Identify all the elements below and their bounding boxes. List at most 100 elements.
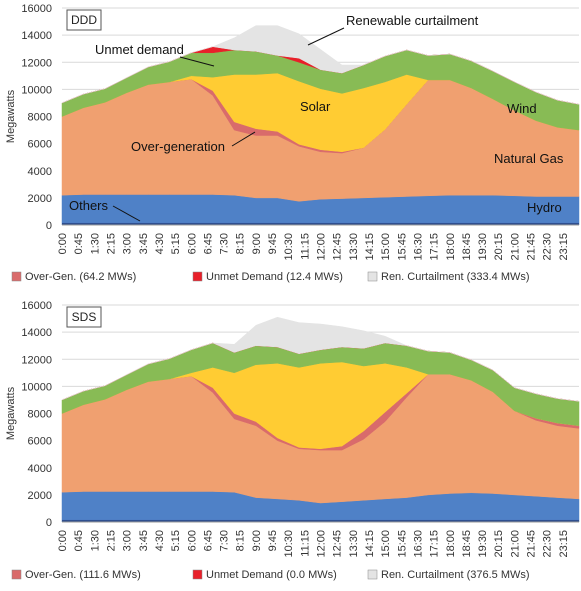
legend-swatch bbox=[367, 569, 378, 580]
x-tick-label: 6:45 bbox=[202, 233, 214, 254]
x-tick-label: 0:45 bbox=[73, 233, 85, 254]
x-tick-label: 21:00 bbox=[509, 233, 521, 261]
y-tick-label: 2000 bbox=[28, 193, 52, 205]
x-tick-label: 12:45 bbox=[332, 530, 344, 558]
legend-swatch bbox=[367, 271, 378, 282]
x-tick-label: 3:00 bbox=[122, 233, 134, 254]
chart-panel-ddd: 0 2000 4000 6000 8000 10000 12000 14000 16000 0:0… bbox=[5, 3, 580, 283]
x-tick-label: 15:00 bbox=[380, 530, 392, 558]
y-tick-label: 2000 bbox=[28, 490, 52, 502]
x-tick-label: 14:15 bbox=[364, 530, 376, 558]
chart-panel-sds: 0 2000 4000 6000 8000 10000 12000 14000 16000 0:0… bbox=[5, 300, 580, 581]
x-tick-label: 18:00 bbox=[445, 233, 457, 261]
x-tick-label: 16:30 bbox=[412, 530, 424, 558]
leader-over-generation bbox=[231, 131, 256, 147]
x-tick-label: 13:30 bbox=[348, 233, 360, 261]
x-tick-label: 17:15 bbox=[429, 530, 441, 558]
x-tick-label: 1:30 bbox=[89, 530, 101, 551]
x-tick-label: 18:45 bbox=[461, 530, 473, 558]
x-tick-label: 19:30 bbox=[477, 233, 489, 261]
panel-title: SDS bbox=[66, 306, 102, 328]
y-tick-label: 16000 bbox=[21, 3, 52, 15]
x-tick-label: 15:45 bbox=[396, 530, 408, 558]
y-tick-label: 8000 bbox=[28, 112, 52, 124]
x-tick-label: 1:30 bbox=[89, 233, 101, 254]
label-unmet-demand: Unmet demand bbox=[95, 42, 184, 57]
x-tick-label: 8:15 bbox=[235, 233, 247, 254]
x-tick-label: 5:15 bbox=[170, 233, 182, 254]
y-tick-label: 14000 bbox=[21, 327, 52, 339]
y-tick-label: 12000 bbox=[21, 57, 52, 69]
y-tick-label: 10000 bbox=[21, 381, 52, 393]
x-tick-label: 4:30 bbox=[154, 530, 166, 551]
legend-swatch bbox=[11, 271, 22, 282]
x-tick-label: 11:15 bbox=[299, 530, 311, 557]
x-tick-label: 6:00 bbox=[186, 530, 198, 551]
legend-label: Ren. Curtailment (333.4 MWs) bbox=[381, 271, 530, 283]
x-tick-label: 15:45 bbox=[396, 233, 408, 261]
legend-item-over-gen: Over-Gen. (64.2 MWs) bbox=[11, 271, 136, 283]
x-tick-label: 8:15 bbox=[235, 530, 247, 551]
x-tick-label: 4:30 bbox=[154, 233, 166, 254]
area-others bbox=[62, 222, 579, 225]
x-tick-label: 21:45 bbox=[526, 530, 538, 558]
leader-others bbox=[112, 205, 141, 222]
area-curtailment bbox=[61, 316, 580, 402]
leader-unmet-demand bbox=[179, 56, 215, 67]
x-tick-label: 3:45 bbox=[138, 530, 150, 551]
y-axis-label: Megawatts bbox=[5, 386, 17, 440]
x-tick-label: 10:30 bbox=[283, 233, 295, 261]
legend-label: Unmet Demand (0.0 MWs) bbox=[206, 569, 337, 581]
x-tick-label: 9:45 bbox=[267, 530, 279, 551]
x-tick-label: 15:00 bbox=[380, 233, 392, 261]
x-tick-label: 14:15 bbox=[364, 233, 376, 261]
legend-item-over-gen: Over-Gen. (111.6 MWs) bbox=[11, 569, 141, 581]
panel-title: DDD bbox=[66, 9, 102, 31]
panel-title-text: DDD bbox=[71, 13, 97, 27]
x-tick-label: 6:00 bbox=[186, 233, 198, 254]
x-tick-label: 9:45 bbox=[267, 233, 279, 254]
label-renewable-curtailment: Renewable curtailment bbox=[346, 13, 479, 28]
x-tick-label: 18:00 bbox=[445, 530, 457, 558]
x-tick-label: 0:45 bbox=[73, 530, 85, 551]
x-tick-label: 12:00 bbox=[316, 233, 328, 261]
y-axis-label: Megawatts bbox=[5, 89, 17, 143]
y-tick-label: 14000 bbox=[21, 30, 52, 42]
legend-item-unmet: Unmet Demand (12.4 MWs) bbox=[192, 271, 343, 283]
x-tick-label: 3:45 bbox=[138, 233, 150, 254]
x-tick-label: 21:00 bbox=[509, 530, 521, 558]
x-tick-label: 23:15 bbox=[558, 233, 570, 261]
x-tick-label: 3:00 bbox=[122, 530, 134, 551]
x-tick-label: 16:30 bbox=[412, 233, 424, 261]
legend-label: Over-Gen. (111.6 MWs) bbox=[25, 569, 141, 581]
y-tick-label: 10000 bbox=[21, 84, 52, 96]
y-tick-label: 16000 bbox=[21, 300, 52, 312]
y-tick-label: 12000 bbox=[21, 354, 52, 366]
x-tick-label: 0:00 bbox=[57, 530, 69, 551]
y-tick-label: 4000 bbox=[28, 463, 52, 475]
label-others: Others bbox=[69, 198, 109, 213]
x-tick-label: 22:30 bbox=[542, 233, 554, 261]
legend-swatch bbox=[192, 569, 203, 580]
y-tick-label: 6000 bbox=[28, 436, 52, 448]
panel-title-text: SDS bbox=[72, 310, 97, 324]
y-tick-label: 0 bbox=[46, 517, 52, 529]
y-tick-label: 0 bbox=[46, 220, 52, 232]
x-tick-label: 10:30 bbox=[283, 530, 295, 558]
x-tick-label: 9:00 bbox=[251, 233, 263, 254]
label-hydro: Hydro bbox=[527, 200, 562, 215]
x-tick-label: 2:15 bbox=[105, 233, 117, 254]
x-tick-label: 21:45 bbox=[526, 233, 538, 261]
area-curtailment bbox=[61, 25, 580, 105]
area-others bbox=[62, 519, 579, 522]
y-tick-label: 6000 bbox=[28, 139, 52, 151]
legend-swatch bbox=[11, 569, 22, 580]
x-tick-label: 7:30 bbox=[219, 233, 231, 254]
legend-item-curtailment: Ren. Curtailment (376.5 MWs) bbox=[367, 569, 530, 581]
label-over-generation: Over-generation bbox=[131, 139, 225, 154]
x-tick-label: 5:15 bbox=[170, 530, 182, 551]
label-solar: Solar bbox=[300, 99, 331, 114]
panel-title-box bbox=[66, 9, 102, 31]
